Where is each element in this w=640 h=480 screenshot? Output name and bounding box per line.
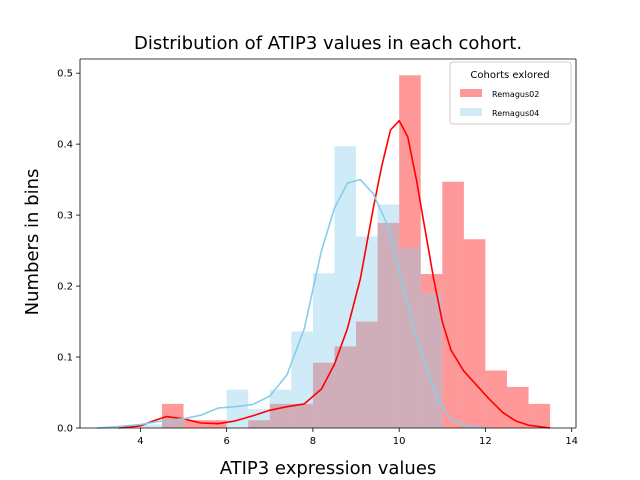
bar-remagus02-9 xyxy=(312,362,335,428)
kde-line-remagus02 xyxy=(118,119,551,429)
bar-remagus02-10 xyxy=(334,346,357,428)
bar-remagus02-2 xyxy=(161,403,184,428)
bar-remagus02-19 xyxy=(528,403,551,428)
bar-remagus02-11 xyxy=(356,321,378,428)
legend-swatch-remagus04 xyxy=(460,108,482,116)
legend-box xyxy=(449,61,572,125)
bar-remagus02-14 xyxy=(420,274,443,428)
bar-remagus02-13 xyxy=(399,75,421,428)
bar-remagus02-16 xyxy=(463,239,486,428)
bar-remagus02-17 xyxy=(485,370,507,428)
x-tick-label: 14 xyxy=(565,436,578,447)
bar-remagus04-10 xyxy=(334,146,357,428)
x-tick-label: 12 xyxy=(479,436,492,447)
bar-remagus04-1 xyxy=(140,424,162,428)
bar-remagus04-2 xyxy=(161,420,184,428)
bar-remagus04-8 xyxy=(291,331,313,428)
bar-remagus02-12 xyxy=(377,222,400,428)
y-tick-label: 0.1 xyxy=(57,353,73,364)
x-tick-label: 6 xyxy=(223,436,229,447)
bar-remagus04-6 xyxy=(248,408,270,428)
y-axis-label: Numbers in bins xyxy=(22,169,43,316)
legend: Cohorts exlored Remagus02 Remagus04 xyxy=(449,61,572,125)
bar-remagus04-12 xyxy=(377,204,400,428)
bar-remagus02-6 xyxy=(248,420,270,428)
x-axis-label: ATIP3 expression values xyxy=(220,458,437,479)
x-tick-label: 10 xyxy=(393,436,406,447)
y-tick-label: 0.2 xyxy=(57,282,73,293)
y-tick-label: 0.3 xyxy=(57,211,73,222)
bar-remagus02-3 xyxy=(183,420,206,428)
plot-area: 4 6 8 10 12 14 0.0 0.1 0.2 0.3 0.4 0.5 xyxy=(57,58,578,447)
legend-label-remagus04: Remagus04 xyxy=(492,109,539,118)
y-tick-label: 0.4 xyxy=(57,140,73,151)
kde-line-remagus04 xyxy=(97,178,486,429)
x-tick-label: 4 xyxy=(137,436,143,447)
legend-label-remagus02: Remagus02 xyxy=(492,90,539,99)
bar-remagus04-9 xyxy=(312,273,335,428)
chart-title: Distribution of ATIP3 values in each coh… xyxy=(134,33,522,54)
legend-swatch-remagus02 xyxy=(460,89,482,97)
bar-remagus04-11 xyxy=(356,236,378,428)
legend-title: Cohorts exlored xyxy=(470,70,549,81)
bar-remagus02-15 xyxy=(442,181,464,428)
bar-remagus02-8 xyxy=(291,403,313,428)
y-tick-label: 0.0 xyxy=(57,424,73,435)
x-tick-label: 8 xyxy=(310,436,316,447)
y-tick-label: 0.5 xyxy=(57,69,73,80)
bar-remagus02-18 xyxy=(506,386,529,428)
